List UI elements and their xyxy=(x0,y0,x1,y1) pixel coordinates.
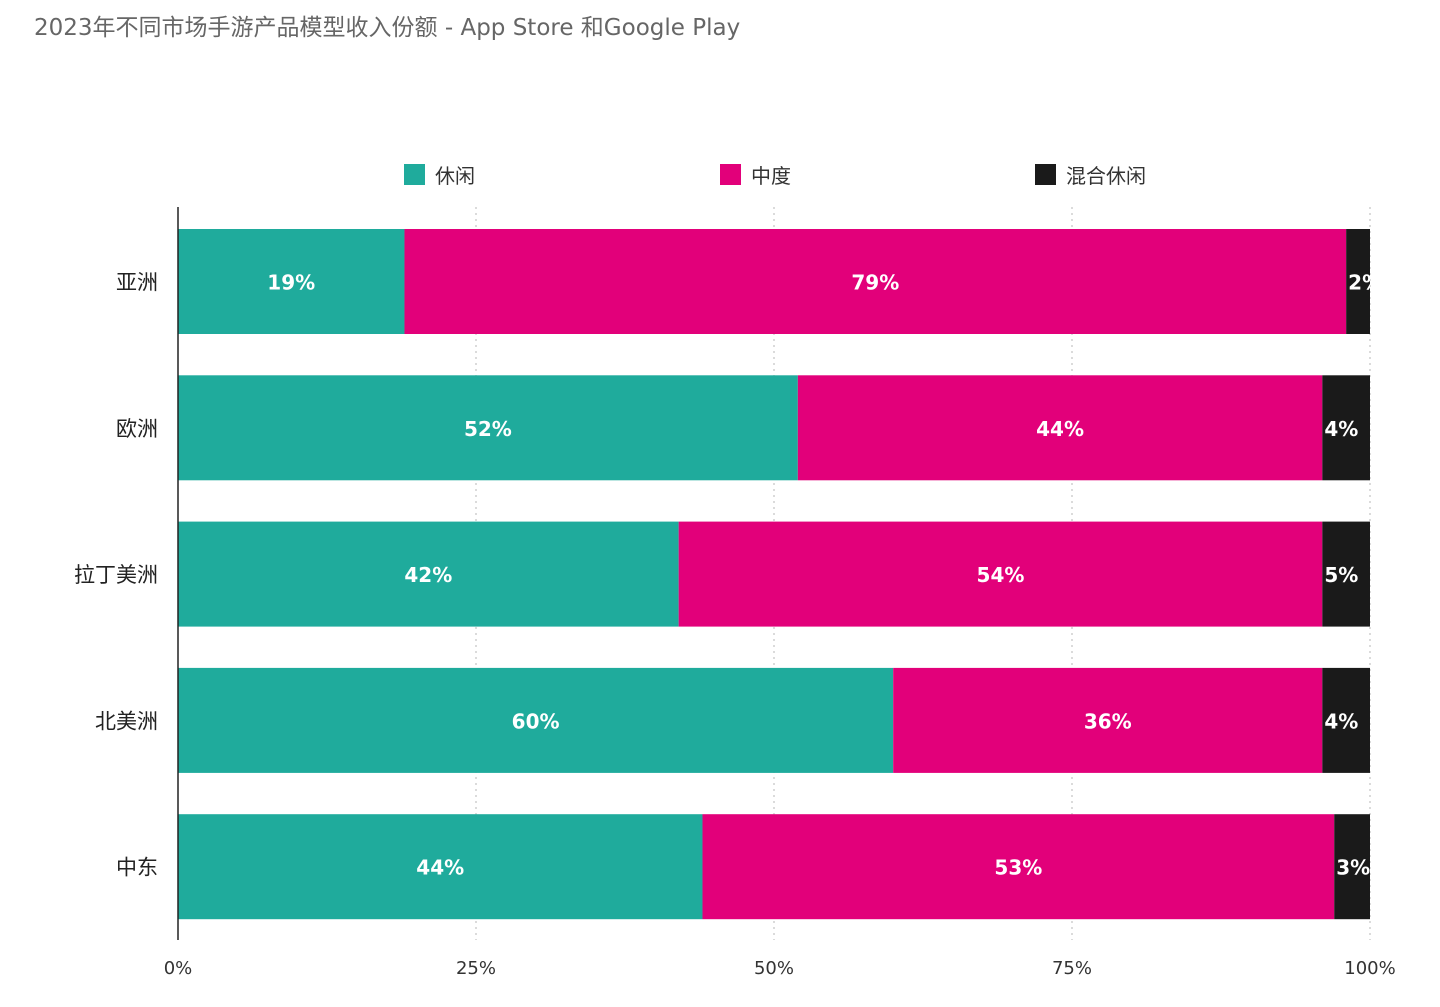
x-tick-label: 50% xyxy=(754,958,794,979)
bar-segment[interactable] xyxy=(797,375,1323,481)
legend-label-casual: 休闲 xyxy=(435,163,475,188)
legend-item-casual[interactable]: 休闲 xyxy=(404,160,475,188)
bar-segment[interactable] xyxy=(404,229,1347,334)
bar-segment[interactable] xyxy=(1322,375,1370,481)
legend-item-hybrid-casual[interactable]: 混合休闲 xyxy=(1035,160,1146,188)
data-label: 19% xyxy=(267,271,315,295)
legend-item-midcore[interactable]: 中度 xyxy=(720,160,791,188)
bar-segment[interactable] xyxy=(178,229,405,334)
data-label: 52% xyxy=(464,417,512,441)
legend-swatch-hybrid-casual xyxy=(1035,163,1056,185)
category-label: 中东 xyxy=(116,856,158,880)
data-label: 2% xyxy=(1348,271,1382,295)
data-label: 44% xyxy=(416,856,464,880)
category-label: 北美洲 xyxy=(95,709,158,733)
data-label: 5% xyxy=(1324,563,1358,587)
data-label: 3% xyxy=(1336,856,1370,880)
legend-label-hybrid-casual: 混合休闲 xyxy=(1066,163,1146,188)
category-label: 欧洲 xyxy=(116,417,158,441)
labels: 19% 79% 2% 亚洲 52% 44% 4% 欧洲 42% 54% 5% 拉丁美洲 60% 36% 4%… xyxy=(74,271,1382,880)
x-tick-label: 75% xyxy=(1052,958,1092,979)
bar-segment[interactable] xyxy=(1322,667,1370,773)
bar-segment[interactable] xyxy=(178,814,703,920)
bar-segment[interactable] xyxy=(678,521,1323,627)
bars xyxy=(178,229,1370,920)
category-label: 拉丁美洲 xyxy=(74,563,158,587)
data-label: 53% xyxy=(994,856,1042,880)
x-tick-label: 0% xyxy=(164,958,193,979)
data-label: 54% xyxy=(977,563,1025,587)
legend-label-midcore: 中度 xyxy=(751,163,791,188)
data-label: 4% xyxy=(1324,417,1358,441)
bar-segment[interactable] xyxy=(893,667,1323,773)
bar-segment[interactable] xyxy=(1346,229,1370,334)
bar-segment[interactable] xyxy=(178,667,894,773)
category-label: 亚洲 xyxy=(116,271,158,295)
x-tick-label: 25% xyxy=(456,958,496,979)
bar-segment[interactable] xyxy=(1322,521,1370,627)
data-label: 36% xyxy=(1084,709,1132,733)
bar-segment[interactable] xyxy=(178,521,679,627)
data-label: 4% xyxy=(1324,709,1358,733)
bar-segment[interactable] xyxy=(1334,814,1370,920)
bar-segment[interactable] xyxy=(178,375,798,481)
data-label: 44% xyxy=(1036,417,1084,441)
data-label: 79% xyxy=(851,271,899,295)
x-tick-label: 100% xyxy=(1344,958,1395,979)
legend-swatch-casual xyxy=(404,163,425,185)
chart-title: 2023年不同市场手游产品模型收入份额 - App Store 和Google … xyxy=(34,15,741,41)
axes: 0% 25% 50% 75% 100% xyxy=(164,207,1396,979)
data-label: 60% xyxy=(512,709,560,733)
data-label: 42% xyxy=(404,563,452,587)
bar-segment[interactable] xyxy=(702,814,1335,920)
legend-swatch-midcore xyxy=(720,163,741,185)
